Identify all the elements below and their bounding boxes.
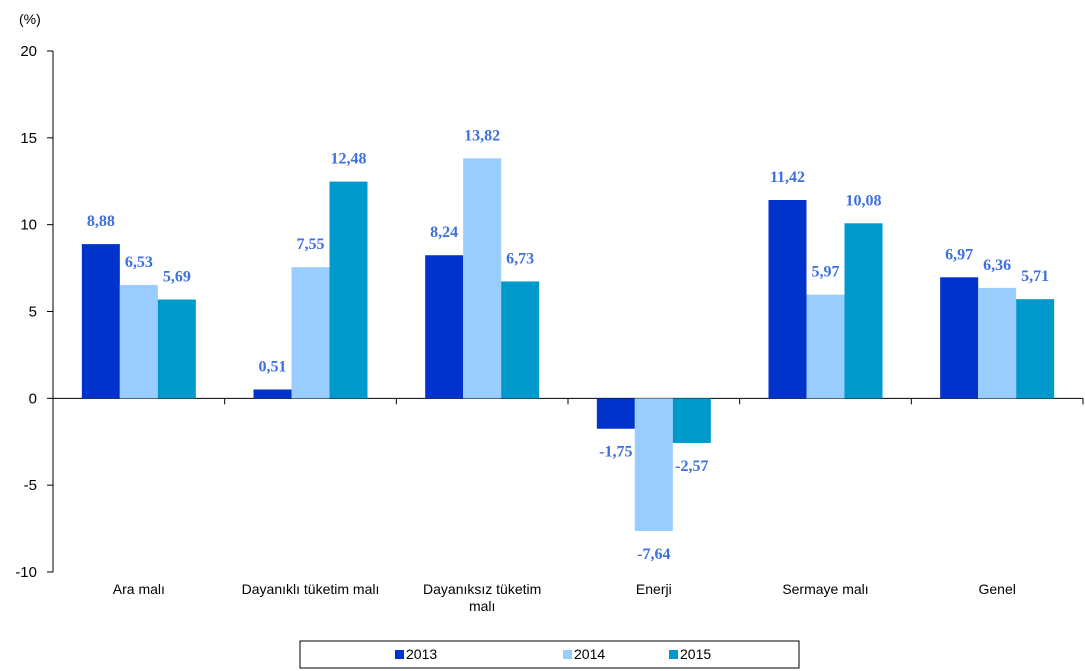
data-label-2014: 5,97 bbox=[812, 264, 840, 281]
data-label-2014: 6,36 bbox=[983, 257, 1011, 274]
y-tick-label: -10 bbox=[15, 564, 37, 581]
data-labels: 8,88 0,51 8,24 -1,75 11,42 6,97 6,53 7,55 13,82 -… bbox=[87, 127, 1049, 563]
y-tick-label: -5 bbox=[24, 477, 37, 494]
bar-2015 bbox=[157, 299, 196, 399]
data-label-2013: 0,51 bbox=[259, 358, 287, 375]
y-tick-label: 10 bbox=[20, 217, 37, 234]
data-label-2015: 5,71 bbox=[1021, 268, 1049, 285]
y-unit-label: (%) bbox=[19, 11, 41, 27]
bars bbox=[81, 158, 1055, 532]
bar-2015 bbox=[501, 281, 540, 399]
bar-2013 bbox=[768, 200, 807, 399]
y-tick-label: 0 bbox=[29, 390, 37, 407]
bar-2015 bbox=[329, 181, 368, 399]
bar-2013 bbox=[253, 389, 292, 399]
bar-2014 bbox=[119, 284, 158, 399]
y-tick-label: 20 bbox=[20, 43, 37, 60]
data-label-2015: 6,73 bbox=[506, 250, 534, 267]
bar-2014 bbox=[978, 287, 1017, 399]
data-label-2013: 11,42 bbox=[770, 169, 805, 186]
bar-2013 bbox=[940, 277, 979, 399]
bar-2015 bbox=[672, 398, 711, 443]
data-label-2015: -2,57 bbox=[675, 458, 708, 475]
bar-2014 bbox=[291, 267, 330, 399]
legend-label-2013: 2013 bbox=[406, 646, 437, 662]
bar-2013 bbox=[596, 398, 635, 429]
data-label-2014: 13,82 bbox=[464, 127, 500, 144]
data-label-2013: -1,75 bbox=[599, 444, 632, 461]
x-category-label: Dayanıklı tüketim malı bbox=[242, 581, 380, 597]
bar-2015 bbox=[1016, 299, 1055, 399]
bar-2014 bbox=[634, 398, 673, 532]
x-category-label: Dayanıksız tüketim malı bbox=[423, 581, 541, 614]
x-category-label: Ara malı bbox=[113, 581, 165, 597]
data-label-2014: 7,55 bbox=[297, 236, 325, 253]
axes: -10 -5 0 5 10 15 20 Ara malı Dayanıklı tüketim m… bbox=[15, 43, 1084, 614]
bar-2014 bbox=[806, 294, 845, 399]
legend-label-2015: 2015 bbox=[680, 646, 711, 662]
x-category-label: Enerji bbox=[636, 581, 672, 597]
x-category-label: Sermaye malı bbox=[782, 581, 868, 597]
legend-box bbox=[299, 640, 800, 669]
data-label-2015: 10,08 bbox=[846, 192, 882, 209]
data-label-2013: 8,88 bbox=[87, 213, 115, 230]
x-category-label: Genel bbox=[978, 581, 1015, 597]
legend-label-2014: 2014 bbox=[574, 646, 605, 662]
bar-2013 bbox=[425, 255, 464, 399]
data-label-2013: 6,97 bbox=[945, 246, 973, 263]
data-label-2015: 5,69 bbox=[163, 269, 191, 286]
legend-swatch-2013 bbox=[395, 650, 404, 659]
legend-swatch-2014 bbox=[563, 650, 572, 659]
y-tick-label: 5 bbox=[29, 304, 37, 321]
data-label-2013: 8,24 bbox=[430, 224, 458, 241]
y-tick-label: 15 bbox=[20, 130, 37, 147]
legend: 2013 2014 2015 bbox=[299, 640, 800, 669]
bar-2014 bbox=[463, 158, 502, 399]
bar-2013 bbox=[81, 244, 120, 399]
data-label-2014: -7,64 bbox=[637, 546, 670, 563]
bar-2015 bbox=[844, 223, 883, 399]
data-label-2015: 12,48 bbox=[331, 151, 367, 168]
legend-swatch-2015 bbox=[669, 650, 678, 659]
data-label-2014: 6,53 bbox=[125, 254, 153, 271]
